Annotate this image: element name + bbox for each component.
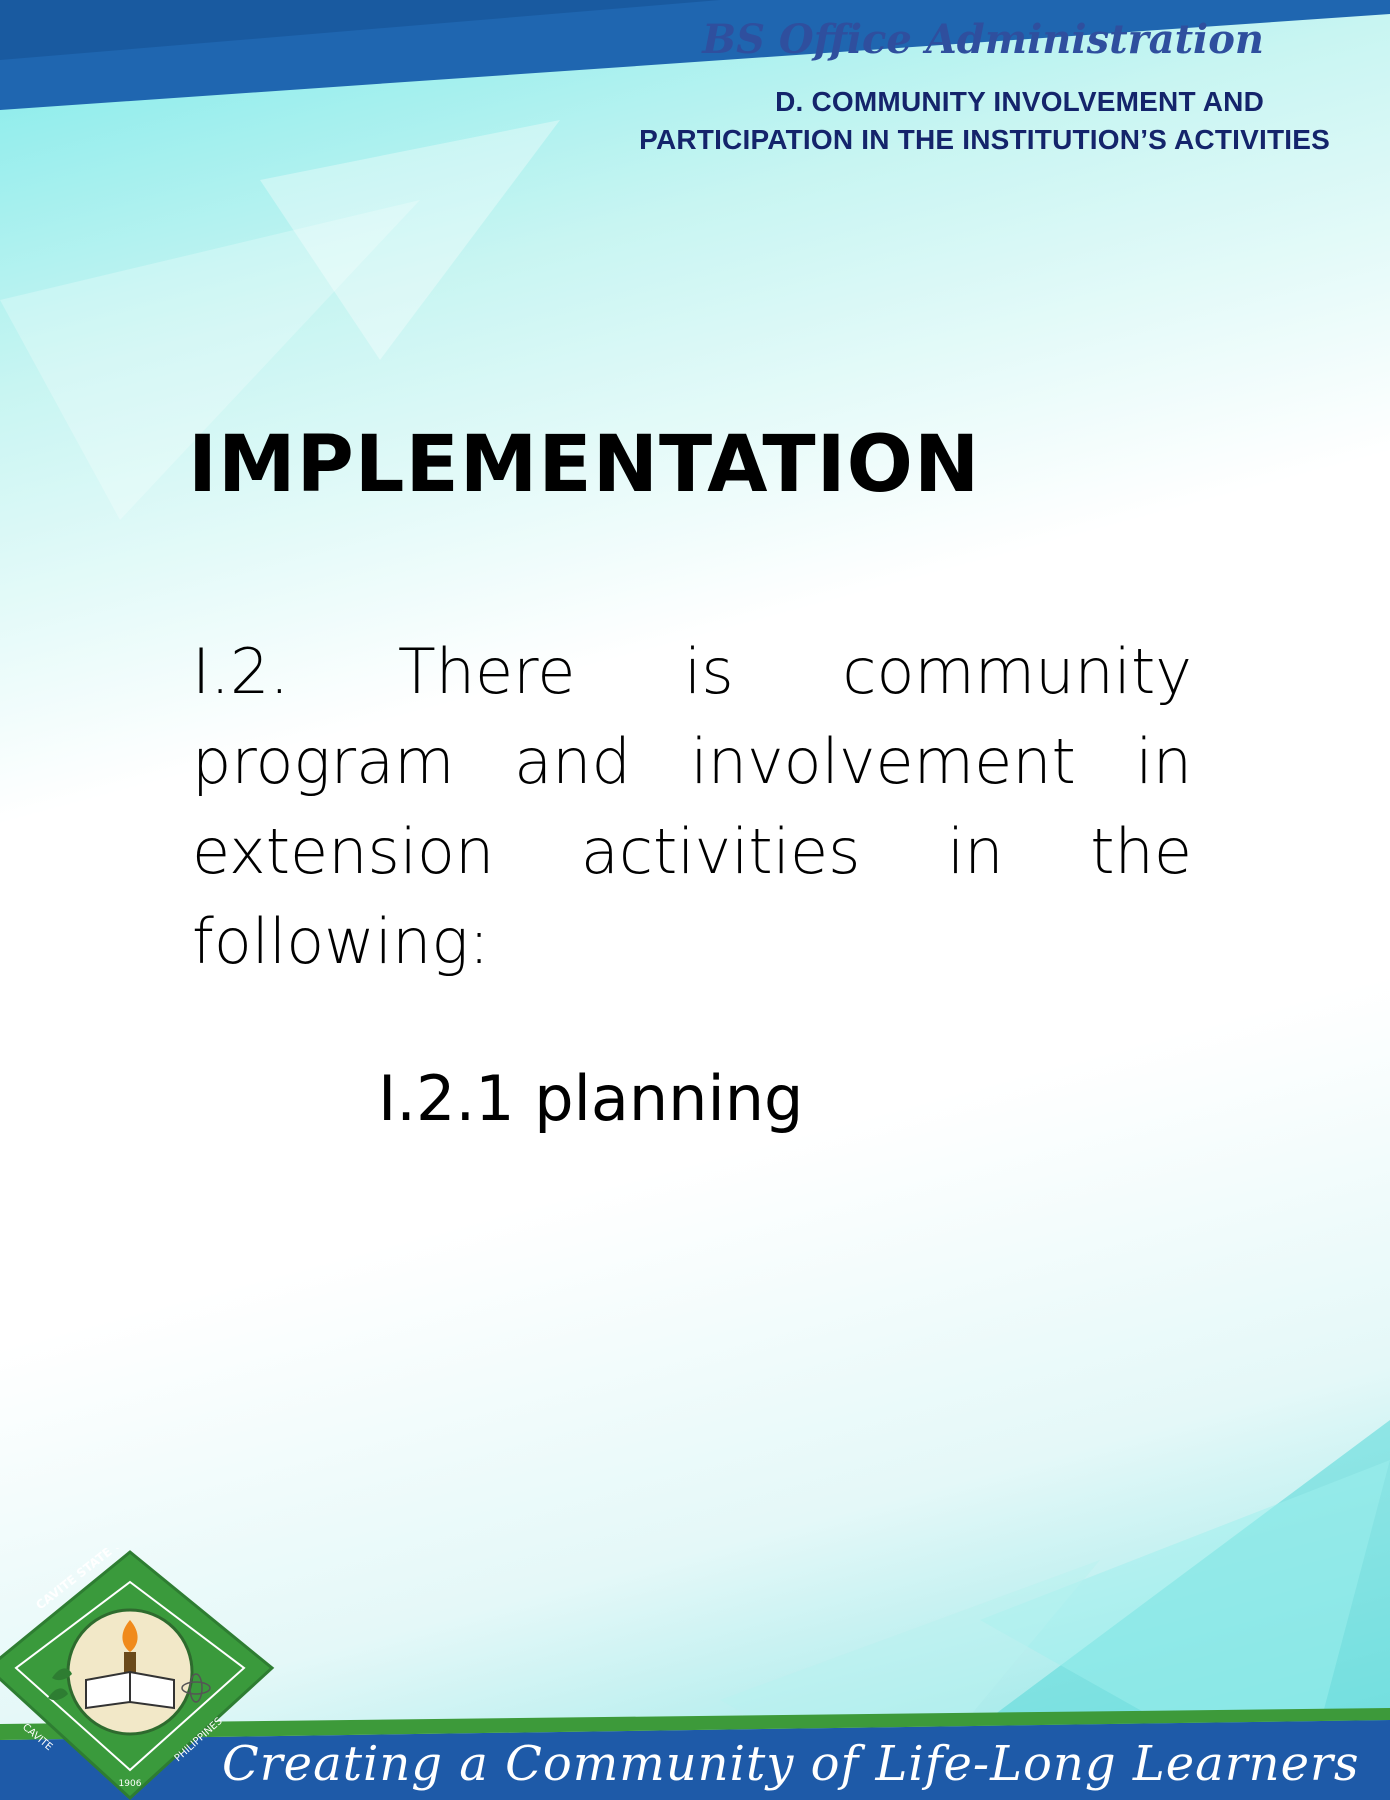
section-title-line1: D. COMMUNITY INVOLVEMENT AND	[775, 86, 1264, 117]
criteria-sub-item: I.2.1 planning	[378, 1062, 804, 1135]
section-title-line2: PARTICIPATION IN THE INSTITUTION’S ACTIV…	[639, 124, 1330, 155]
university-seal-icon: 1906 CAVITE STATE UNIVERSITY CAVITE PHIL…	[0, 1548, 275, 1800]
seal-year: 1906	[119, 1779, 142, 1789]
page-title: IMPLEMENTATION	[188, 420, 981, 510]
criteria-paragraph: I.2. There is community program and invo…	[192, 635, 1192, 978]
program-title: BS Office Administration	[702, 16, 1264, 63]
seal-bottom-left-text: CAVITE	[20, 1722, 54, 1753]
footer-band	[0, 1708, 1390, 1800]
footer-tagline: Creating a Community of Life-Long Learne…	[222, 1736, 1360, 1792]
